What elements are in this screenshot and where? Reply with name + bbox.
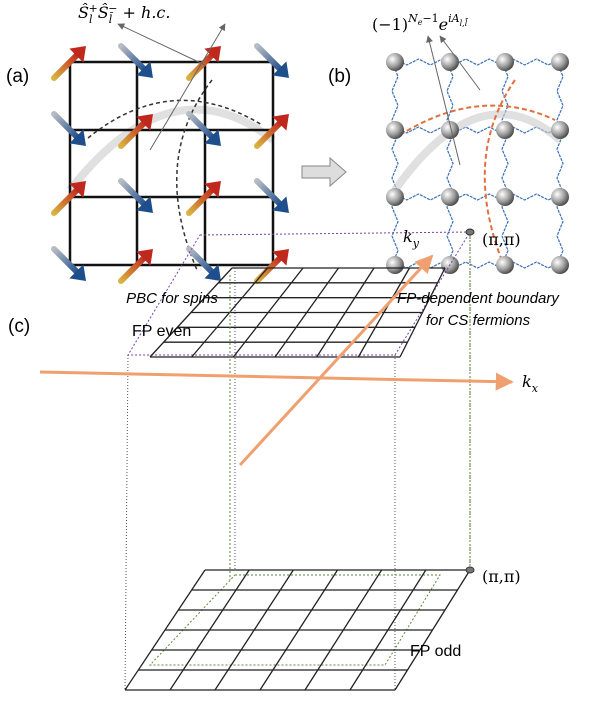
formula: Ŝl+Ŝl̄− + h.c.	[78, 2, 170, 26]
axis-label: kx	[522, 372, 539, 395]
caption: FP-dependent boundary	[397, 290, 560, 307]
caption: for CS fermions	[426, 312, 531, 329]
gauge-link	[447, 62, 453, 265]
formula-part: e	[439, 15, 448, 34]
corner-point	[466, 229, 474, 235]
caption: PBC for spins	[126, 290, 218, 307]
fermion-site	[496, 256, 514, 274]
panel-label: (c)	[8, 316, 30, 337]
formula-part: k	[403, 227, 413, 246]
spin-arrow	[257, 46, 281, 70]
formula-part: +	[89, 2, 98, 15]
fermion-site	[386, 121, 404, 139]
fermion-site	[441, 53, 459, 71]
brillouin-zone	[150, 575, 440, 665]
box-edge	[125, 355, 128, 690]
transition-arrow	[302, 158, 346, 186]
gauge-link	[395, 262, 560, 268]
formula-part: −1	[422, 12, 438, 25]
formula-part: y	[412, 237, 420, 250]
spin-arrow	[121, 181, 145, 205]
plane-label: FP even	[132, 323, 191, 340]
fermion-site	[386, 188, 404, 206]
spin-arrow	[54, 189, 78, 213]
spin-arrow	[189, 54, 213, 78]
corner-point	[466, 567, 474, 573]
gauge-link	[557, 62, 563, 265]
ky-axis	[240, 256, 432, 465]
figure: (a) (b) (c) Ŝl+Ŝl̄− + h.c. (−1)Ne−1eiAl,…	[0, 0, 605, 702]
formula-part: Ŝ	[98, 2, 109, 22]
formula-part: Ŝ	[78, 2, 89, 22]
corner-label: (π,π)	[482, 567, 521, 586]
panel-label: (b)	[328, 66, 351, 87]
gauge-link	[395, 59, 560, 65]
spin-arrow	[121, 257, 145, 281]
spin-arrow	[54, 249, 78, 273]
gauge-link	[395, 194, 560, 200]
formula: (−1)Ne−1eiAl,l̄	[372, 12, 469, 34]
formula-part: N	[407, 12, 418, 25]
formula-part: −	[108, 2, 117, 15]
fermion-site	[496, 188, 514, 206]
plane-label: FP odd	[410, 643, 461, 660]
formula-part: l,l̄	[460, 18, 469, 28]
fermion-site	[441, 188, 459, 206]
drawing	[40, 24, 569, 690]
fermion-site	[551, 188, 569, 206]
spin-arrow	[257, 181, 281, 205]
fermion-site	[496, 53, 514, 71]
gauge-link	[395, 127, 560, 133]
fermion-site	[551, 53, 569, 71]
spin-arrow	[189, 114, 213, 138]
formula-part: x	[532, 382, 539, 395]
spin-arrow	[257, 257, 281, 281]
fermion-site	[386, 53, 404, 71]
gauge-link	[392, 62, 398, 265]
kx-axis	[40, 372, 512, 382]
spin-arrow	[121, 46, 145, 70]
fermion-site	[386, 256, 404, 274]
boundary-arc	[70, 110, 273, 190]
fermion-site	[496, 121, 514, 139]
formula-part: (−1)	[372, 15, 408, 34]
formula-part: k	[522, 372, 532, 391]
panel-label: (a)	[6, 66, 29, 87]
formula-part: + h.c.	[117, 3, 170, 22]
boundary-arc	[395, 114, 560, 190]
fermion-site	[551, 121, 569, 139]
axis-label: ky	[403, 227, 420, 250]
spin-arrow	[189, 189, 213, 213]
corner-label: (π,π)	[482, 230, 521, 249]
spin-arrow	[54, 54, 78, 78]
fermion-site	[551, 256, 569, 274]
formula-part: iA	[448, 12, 460, 25]
spin-arrow	[54, 114, 78, 138]
